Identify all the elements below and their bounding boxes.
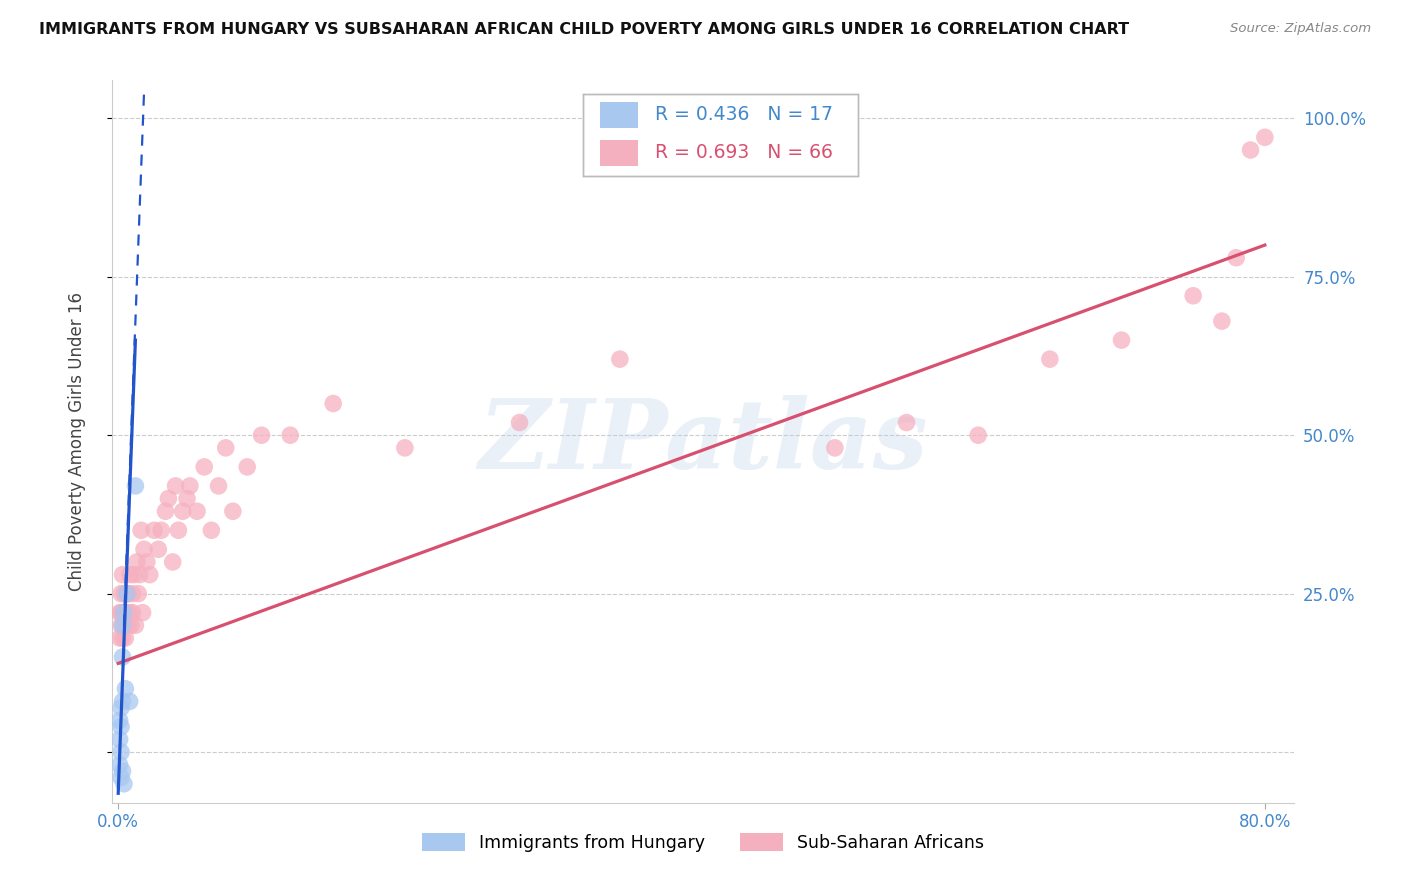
- Point: [125, 555, 148, 569]
- Point: [176, 491, 198, 506]
- Point: [128, 567, 150, 582]
- Bar: [600, 140, 638, 166]
- Point: [122, 567, 145, 582]
- Point: [110, 771, 132, 785]
- Point: [115, 606, 138, 620]
- Point: [207, 479, 229, 493]
- Point: [114, 681, 136, 696]
- Point: [143, 523, 166, 537]
- Point: [278, 428, 301, 442]
- Point: [108, 631, 131, 645]
- Point: [967, 428, 990, 442]
- Point: [108, 714, 131, 728]
- Point: [131, 606, 153, 620]
- Text: IMMIGRANTS FROM HUNGARY VS SUBSAHARAN AFRICAN CHILD POVERTY AMONG GIRLS UNDER 16: IMMIGRANTS FROM HUNGARY VS SUBSAHARAN AF…: [39, 22, 1129, 37]
- Point: [186, 504, 208, 518]
- Point: [394, 441, 416, 455]
- Point: [135, 555, 157, 569]
- Legend: Immigrants from Hungary, Sub-Saharan Africans: Immigrants from Hungary, Sub-Saharan Afr…: [415, 827, 991, 859]
- Point: [111, 618, 134, 632]
- Point: [110, 606, 132, 620]
- Point: [824, 441, 846, 455]
- Point: [118, 694, 141, 708]
- Point: [215, 441, 238, 455]
- Point: [609, 352, 631, 367]
- Point: [120, 618, 142, 632]
- Point: [112, 606, 135, 620]
- Point: [114, 631, 136, 645]
- Point: [1111, 333, 1133, 347]
- Y-axis label: Child Poverty Among Girls Under 16: Child Poverty Among Girls Under 16: [67, 292, 86, 591]
- Point: [118, 606, 141, 620]
- Point: [222, 504, 245, 518]
- Point: [193, 459, 215, 474]
- Point: [132, 542, 155, 557]
- Point: [236, 459, 259, 474]
- Point: [250, 428, 273, 442]
- Point: [1225, 251, 1247, 265]
- Point: [148, 542, 170, 557]
- Text: Source: ZipAtlas.com: Source: ZipAtlas.com: [1230, 22, 1371, 36]
- Point: [162, 555, 184, 569]
- Point: [115, 587, 138, 601]
- Point: [110, 587, 132, 601]
- Point: [117, 618, 139, 632]
- Text: ZIPatlas: ZIPatlas: [478, 394, 928, 489]
- Point: [139, 567, 162, 582]
- Point: [108, 732, 131, 747]
- Point: [121, 587, 143, 601]
- Point: [179, 479, 201, 493]
- Point: [896, 416, 918, 430]
- Point: [1182, 289, 1205, 303]
- Point: [509, 416, 531, 430]
- Point: [112, 618, 135, 632]
- Point: [127, 587, 149, 601]
- Point: [117, 587, 139, 601]
- Point: [111, 567, 134, 582]
- Text: R = 0.693   N = 66: R = 0.693 N = 66: [655, 144, 832, 162]
- Point: [1211, 314, 1233, 328]
- Point: [114, 618, 136, 632]
- Point: [112, 606, 135, 620]
- Point: [115, 587, 138, 601]
- Bar: [600, 102, 638, 128]
- Point: [124, 618, 146, 632]
- Point: [112, 587, 135, 601]
- Text: R = 0.436   N = 17: R = 0.436 N = 17: [655, 105, 832, 125]
- Point: [121, 606, 143, 620]
- Point: [129, 523, 152, 537]
- Point: [111, 631, 134, 645]
- Point: [110, 720, 132, 734]
- Point: [1254, 130, 1277, 145]
- Point: [110, 700, 132, 714]
- Point: [108, 757, 131, 772]
- Point: [1039, 352, 1062, 367]
- Point: [112, 777, 135, 791]
- Point: [172, 504, 194, 518]
- Point: [150, 523, 173, 537]
- Point: [165, 479, 187, 493]
- Point: [108, 606, 131, 620]
- Point: [124, 479, 146, 493]
- Point: [1239, 143, 1261, 157]
- Point: [111, 650, 134, 665]
- Point: [118, 567, 141, 582]
- Point: [111, 606, 134, 620]
- Point: [167, 523, 190, 537]
- Point: [200, 523, 222, 537]
- Point: [322, 396, 344, 410]
- Point: [155, 504, 177, 518]
- Point: [157, 491, 180, 506]
- Point: [110, 618, 132, 632]
- Point: [111, 764, 134, 778]
- Point: [110, 745, 132, 759]
- Point: [111, 694, 134, 708]
